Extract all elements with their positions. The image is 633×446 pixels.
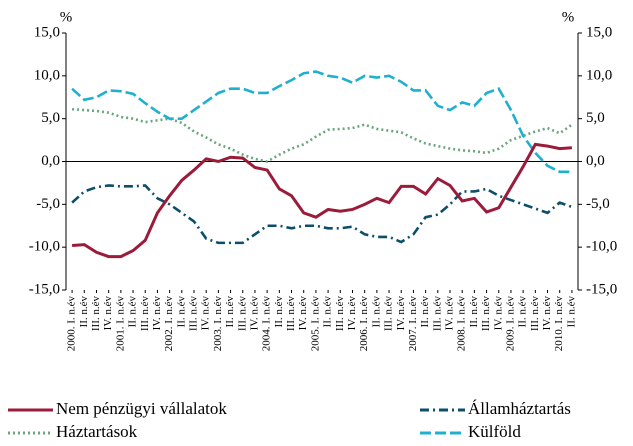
x-tick-label: 2007. I. n.év	[407, 296, 419, 352]
y-tick-label: -10,0	[29, 239, 60, 255]
x-tick-label: IV. n.év	[297, 296, 309, 331]
series-line	[71, 142, 573, 259]
y2-tick-label: 0,0	[586, 153, 605, 169]
y-tick-label: 10,0	[34, 67, 60, 83]
x-tick-label: III. n.év	[90, 296, 102, 332]
x-tick-label: 2000. I. n.év	[66, 296, 78, 352]
y2-tick-label: -10,0	[586, 239, 617, 255]
x-tick-label: 2001. I. n.év	[114, 296, 126, 352]
x-tick-label: 2002. I. n.év	[163, 296, 175, 352]
x-tick-label: IV. n.év	[444, 296, 456, 331]
legend-label: Államháztartás	[468, 399, 571, 418]
y-tick-label: 15,0	[34, 24, 60, 40]
y2-axis-label: %	[562, 9, 575, 25]
x-tick-label: 2008. I. n.év	[456, 296, 468, 352]
x-tick-label: 2006. I. n.év	[358, 296, 370, 352]
x-tick-label: III. n.év	[383, 296, 395, 332]
x-tick-label: II. n.év	[370, 296, 382, 328]
x-tick-label: II. n.év	[78, 296, 90, 328]
x-tick-label: II. n.év	[175, 296, 187, 328]
x-tick-label: IV. n.év	[151, 296, 163, 331]
x-tick-label: IV. n.év	[248, 296, 260, 331]
series-line	[71, 70, 572, 174]
x-tick-label: 2010. I. n.év	[553, 296, 565, 352]
x-tick-label: II. n.év	[517, 296, 529, 328]
y-tick-label: -5,0	[36, 196, 60, 212]
legend-label: Nem pénzügyi vállalatok	[56, 399, 227, 418]
y2-tick-label: 5,0	[586, 110, 605, 126]
y2-tick-label: -5,0	[586, 196, 610, 212]
x-tick-label: III. n.év	[188, 296, 200, 332]
x-tick-label: III. n.év	[139, 296, 151, 332]
x-tick-label: IV. n.év	[395, 296, 407, 331]
x-tick-label: II. n.év	[468, 296, 480, 328]
x-tick-label: IV. n.év	[200, 296, 212, 331]
legend-label: Háztartások	[56, 422, 138, 441]
x-tick-label: II. n.év	[322, 296, 334, 328]
y-axis-label: %	[60, 9, 73, 25]
x-tick-label: IV. n.év	[346, 296, 358, 331]
x-tick-label: III. n.év	[334, 296, 346, 332]
x-tick-label: III. n.év	[285, 296, 297, 332]
x-tick-label: 2009. I. n.év	[504, 296, 516, 352]
x-tick-label: III. n.év	[529, 296, 541, 332]
x-tick-label: IV. n.év	[102, 296, 114, 331]
x-tick-label: 2004. I. n.év	[261, 296, 273, 352]
x-tick-label: II. n.év	[419, 296, 431, 328]
x-tick-label: II. n.év	[565, 296, 577, 328]
x-tick-label: III. n.év	[431, 296, 443, 332]
y2-tick-label: 10,0	[586, 67, 612, 83]
x-tick-label: III. n.év	[480, 296, 492, 332]
x-tick-label: III. n.év	[236, 296, 248, 332]
y2-tick-label: -15,0	[586, 281, 617, 297]
y-tick-label: 5,0	[41, 110, 60, 126]
y2-tick-label: 15,0	[586, 24, 612, 40]
series-line	[72, 107, 573, 163]
x-tick-label: 2005. I. n.év	[309, 296, 321, 352]
x-tick-label: II. n.év	[273, 296, 285, 328]
x-tick-label: 2003. I. n.év	[212, 296, 224, 352]
y-tick-label: 0,0	[41, 153, 60, 169]
x-tick-label: II. n.év	[127, 296, 139, 328]
x-tick-label: IV. n.év	[541, 296, 553, 331]
y-tick-label: -15,0	[29, 281, 60, 297]
x-tick-label: II. n.év	[224, 296, 236, 328]
legend-label: Külföld	[468, 422, 521, 441]
x-tick-label: IV. n.év	[492, 296, 504, 331]
